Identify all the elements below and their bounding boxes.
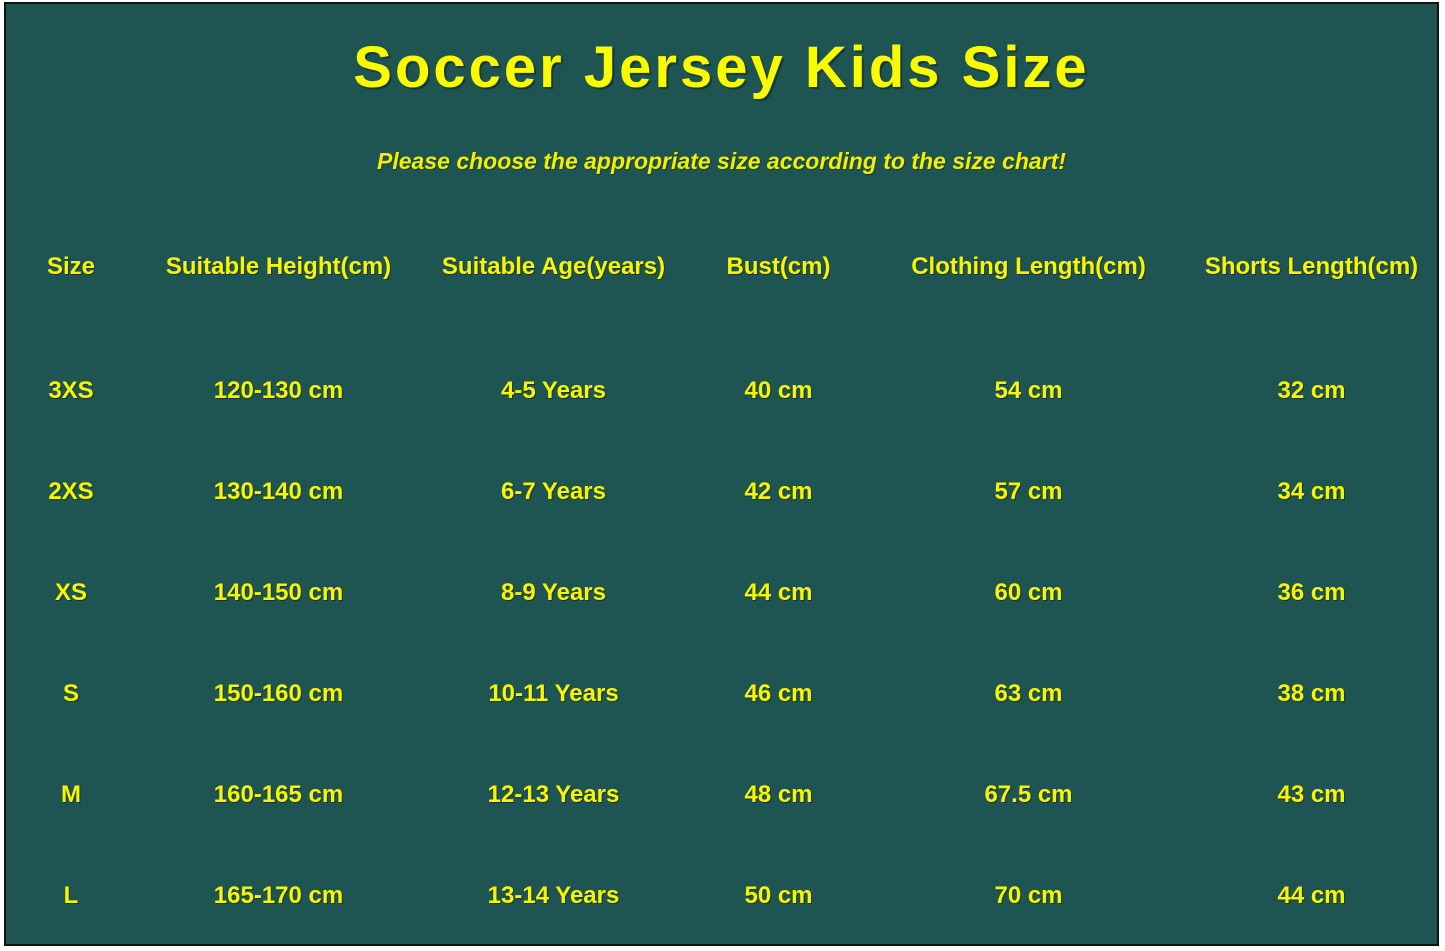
cell-size: 3XS: [48, 376, 94, 404]
cell-bust: 42 cm: [744, 477, 813, 505]
cell-clothing-length: 63 cm: [994, 679, 1063, 707]
cell-clothing-length: 70 cm: [994, 881, 1063, 909]
cell-bust: 48 cm: [744, 780, 813, 808]
page-title: Soccer Jersey Kids Size: [353, 35, 1090, 100]
cell-suitable-age: 13-14 Years: [487, 881, 620, 909]
cell-shorts-length: 34 cm: [1277, 477, 1346, 505]
cell-suitable-height: 150-160 cm: [213, 679, 344, 707]
cell-shorts-length: 44 cm: [1277, 881, 1346, 909]
table-header-row: Size Suitable Height(cm) Suitable Age(ye…: [6, 237, 1437, 297]
cell-suitable-age: 10-11 Years: [488, 679, 619, 707]
cell-suitable-age: 4-5 Years: [501, 376, 606, 404]
cell-suitable-age: 12-13 Years: [487, 780, 620, 808]
cell-suitable-height: 140-150 cm: [213, 578, 344, 606]
cell-size: S: [62, 679, 79, 707]
column-header-suitable-height: Suitable Height(cm): [165, 253, 392, 280]
cell-size: XS: [54, 578, 87, 606]
cell-suitable-height: 160-165 cm: [213, 780, 344, 808]
size-chart-board: Soccer Jersey Kids Size Please choose th…: [4, 2, 1439, 946]
cell-suitable-age: 6-7 Years: [501, 477, 606, 505]
cell-suitable-height: 130-140 cm: [213, 477, 344, 505]
cell-bust: 46 cm: [744, 679, 813, 707]
column-header-size: Size: [46, 253, 96, 280]
cell-bust: 50 cm: [744, 881, 813, 909]
cell-clothing-length: 54 cm: [994, 376, 1063, 404]
column-header-clothing-length: Clothing Length(cm): [911, 253, 1146, 280]
cell-shorts-length: 38 cm: [1277, 679, 1346, 707]
cell-size: M: [61, 780, 81, 808]
cell-clothing-length: 67.5 cm: [984, 780, 1073, 808]
cell-suitable-age: 8-9 Years: [501, 578, 606, 606]
cell-clothing-length: 60 cm: [994, 578, 1063, 606]
column-header-bust: Bust(cm): [726, 253, 831, 280]
cell-shorts-length: 43 cm: [1277, 780, 1346, 808]
cell-clothing-length: 57 cm: [994, 477, 1063, 505]
cell-suitable-height: 120-130 cm: [213, 376, 344, 404]
column-header-shorts-length: Shorts Length(cm): [1204, 253, 1419, 280]
page-subtitle: Please choose the appropriate size accor…: [377, 148, 1066, 174]
cell-shorts-length: 36 cm: [1277, 578, 1346, 606]
cell-shorts-length: 32 cm: [1277, 376, 1346, 404]
cell-size: 2XS: [48, 477, 94, 505]
cell-size: L: [63, 881, 79, 909]
size-table-body: 3XS 120-130 cm 4-5 Years 40 cm 54 cm 32 …: [6, 340, 1437, 944]
cell-suitable-height: 165-170 cm: [213, 881, 344, 909]
cell-bust: 44 cm: [744, 578, 813, 606]
column-header-suitable-age: Suitable Age(years): [441, 253, 666, 280]
cell-bust: 40 cm: [744, 376, 813, 404]
